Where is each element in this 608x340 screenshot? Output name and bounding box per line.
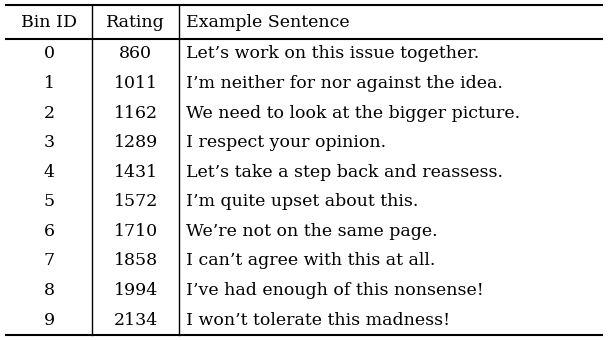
Text: Let’s take a step back and reassess.: Let’s take a step back and reassess. <box>186 164 503 181</box>
Text: 1289: 1289 <box>114 134 158 151</box>
Text: 1572: 1572 <box>114 193 158 210</box>
Text: 5: 5 <box>44 193 55 210</box>
Text: 860: 860 <box>119 46 152 63</box>
Text: 1994: 1994 <box>114 282 158 299</box>
Text: 1431: 1431 <box>114 164 157 181</box>
Text: 3: 3 <box>44 134 55 151</box>
Text: 2134: 2134 <box>114 312 158 329</box>
Text: 8: 8 <box>44 282 55 299</box>
Text: 9: 9 <box>44 312 55 329</box>
Text: I’m quite upset about this.: I’m quite upset about this. <box>186 193 418 210</box>
Text: 1858: 1858 <box>114 253 157 270</box>
Text: Example Sentence: Example Sentence <box>186 14 350 31</box>
Text: 0: 0 <box>44 46 55 63</box>
Text: Bin ID: Bin ID <box>21 14 77 31</box>
Text: Rating: Rating <box>106 14 165 31</box>
Text: Let’s work on this issue together.: Let’s work on this issue together. <box>186 46 480 63</box>
Text: 7: 7 <box>44 253 55 270</box>
Text: We need to look at the bigger picture.: We need to look at the bigger picture. <box>186 105 520 122</box>
Text: I respect your opinion.: I respect your opinion. <box>186 134 386 151</box>
Text: I won’t tolerate this madness!: I won’t tolerate this madness! <box>186 312 451 329</box>
Text: 1710: 1710 <box>114 223 157 240</box>
Text: I’m neither for nor against the idea.: I’m neither for nor against the idea. <box>186 75 503 92</box>
Text: 6: 6 <box>44 223 55 240</box>
Text: We’re not on the same page.: We’re not on the same page. <box>186 223 438 240</box>
Text: 1162: 1162 <box>114 105 157 122</box>
Text: 1: 1 <box>44 75 55 92</box>
Text: 4: 4 <box>44 164 55 181</box>
Text: I’ve had enough of this nonsense!: I’ve had enough of this nonsense! <box>186 282 484 299</box>
Text: 1011: 1011 <box>114 75 157 92</box>
Text: 2: 2 <box>44 105 55 122</box>
Text: I can’t agree with this at all.: I can’t agree with this at all. <box>186 253 435 270</box>
